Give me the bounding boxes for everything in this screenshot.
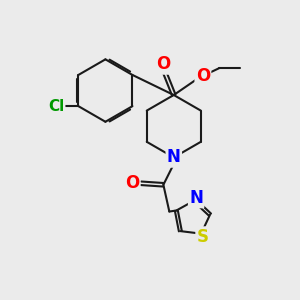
Text: O: O <box>196 67 210 85</box>
Text: N: N <box>189 189 203 207</box>
Text: O: O <box>125 174 139 192</box>
Text: N: N <box>167 148 181 166</box>
Text: S: S <box>196 228 208 246</box>
Text: O: O <box>156 56 170 74</box>
Text: Cl: Cl <box>48 99 64 114</box>
